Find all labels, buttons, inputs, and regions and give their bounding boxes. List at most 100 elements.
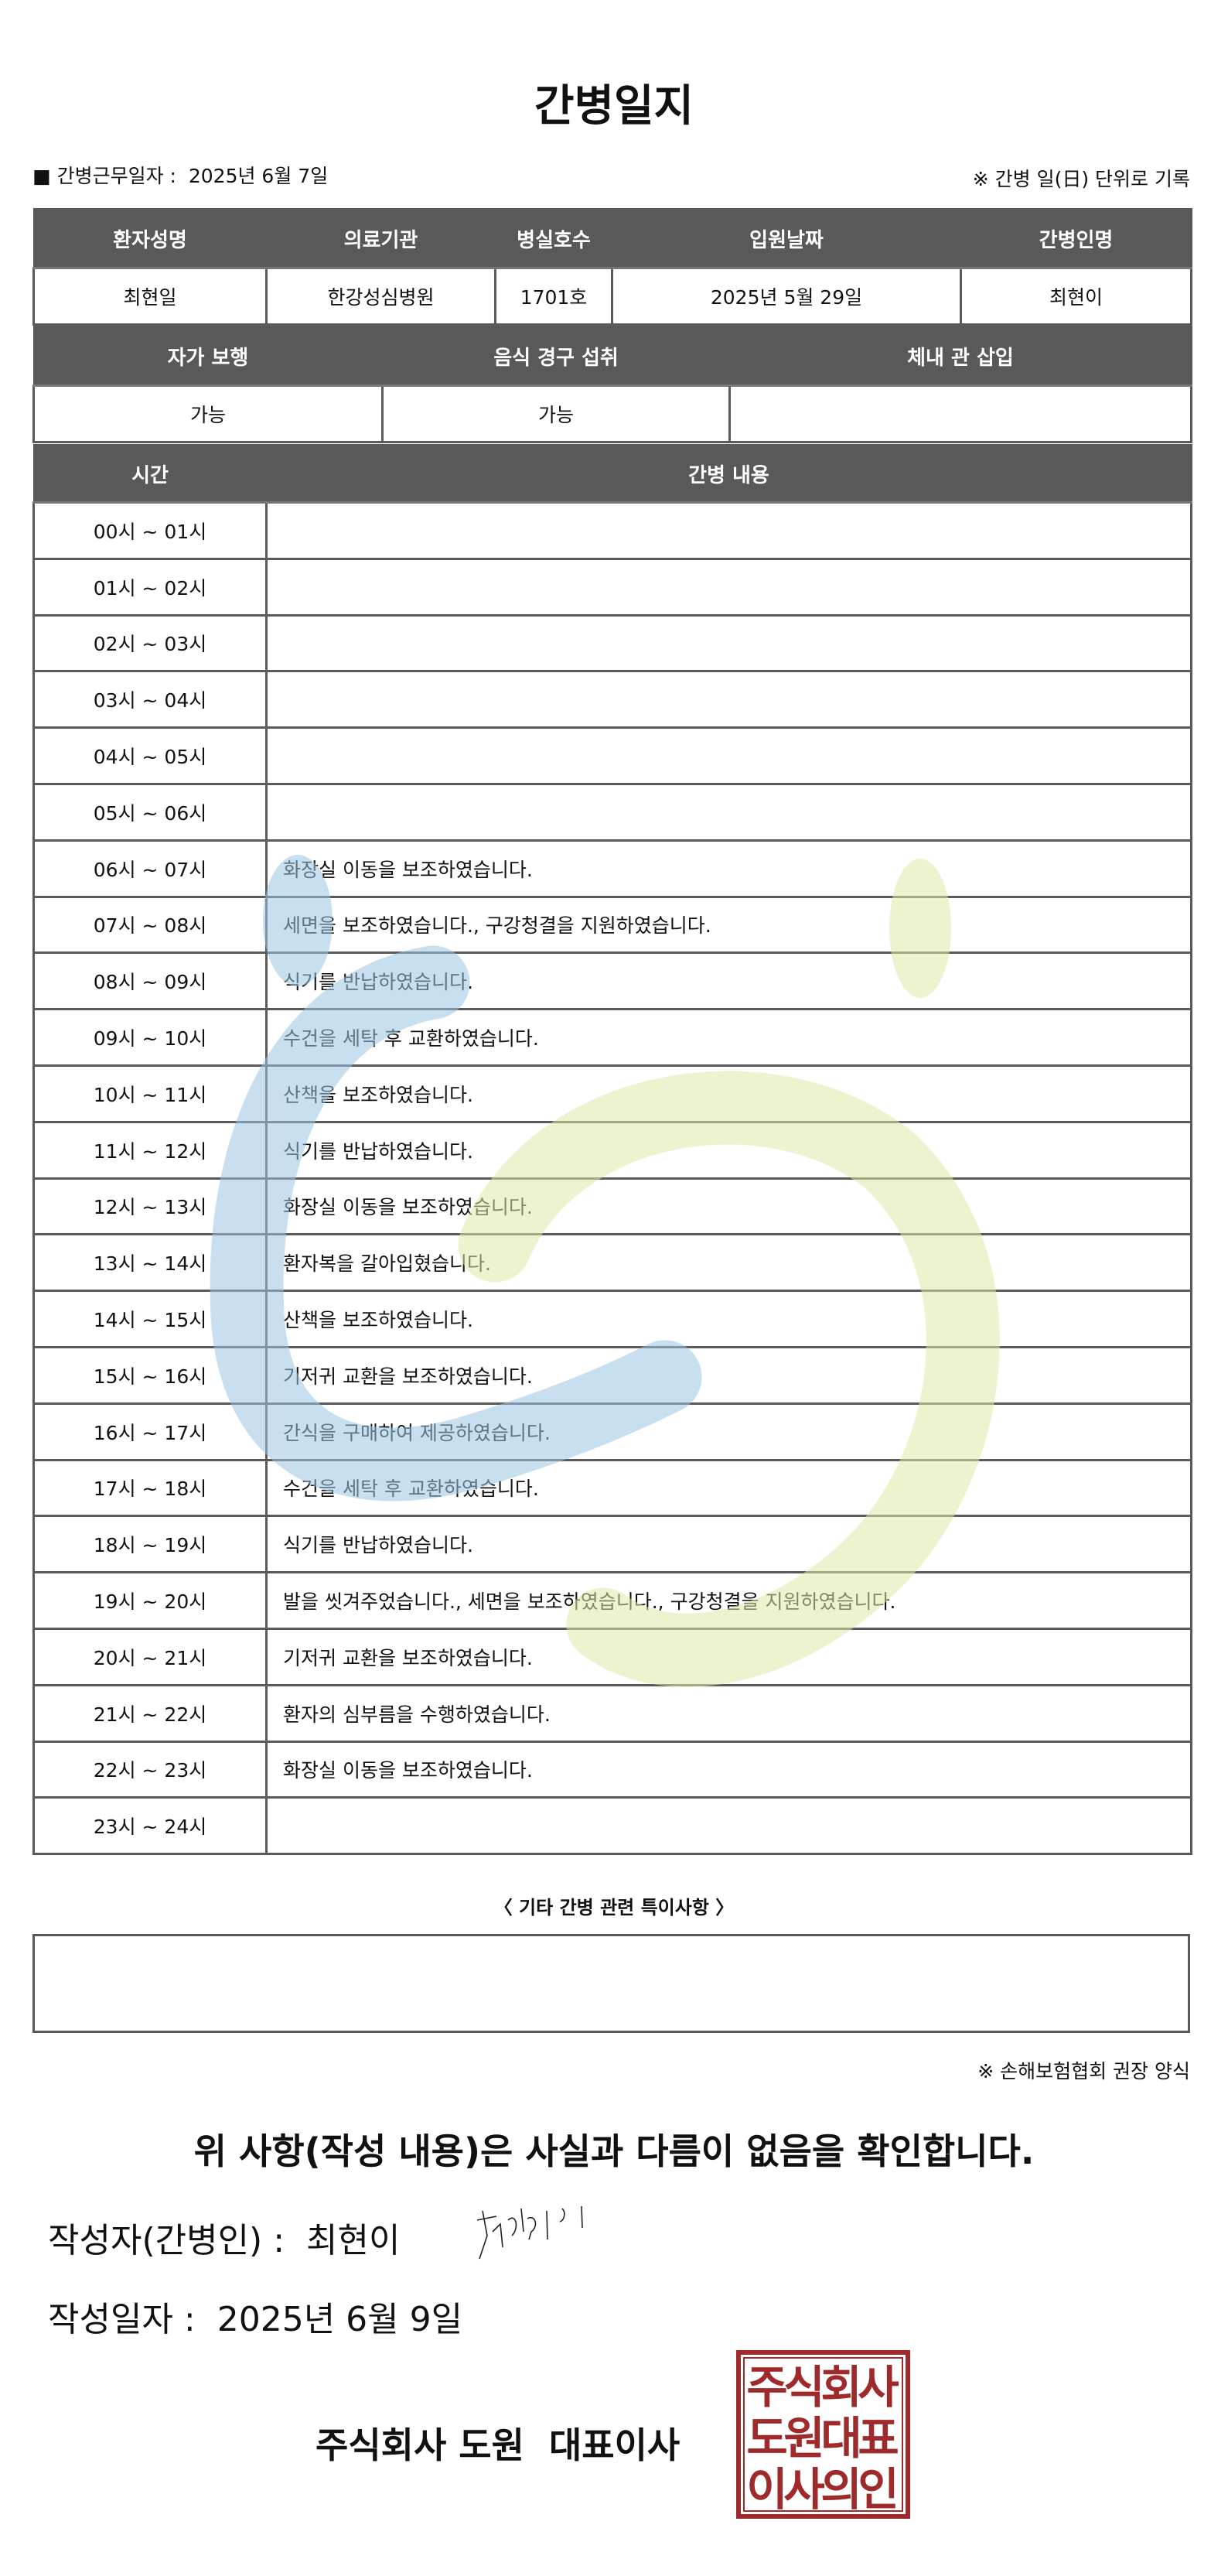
written-date-line: 작성일자 : 2025년 6월 9일 bbox=[48, 2291, 462, 2341]
log-time: 22시 ~ 23시 bbox=[32, 1740, 268, 1799]
log-row: 10시 ~ 11시 산책을 보조하였습니다. bbox=[32, 1064, 1192, 1123]
log-row: 12시 ~ 13시 화장실 이동을 보조하였습니다. bbox=[32, 1177, 1192, 1236]
log-content: 식기를 반납하였습니다. bbox=[265, 1120, 1192, 1180]
log-row: 15시 ~ 16시 기저귀 교환을 보조하였습니다. bbox=[32, 1345, 1192, 1405]
notes-box bbox=[32, 1934, 1190, 2033]
header-care-content: 간병 내용 bbox=[265, 444, 1192, 504]
seal-char: 의 bbox=[820, 2463, 861, 2516]
log-time: 09시 ~ 10시 bbox=[32, 1008, 268, 1067]
log-row: 14시 ~ 15시 산책을 보조하였습니다. bbox=[32, 1290, 1192, 1348]
log-time: 18시 ~ 19시 bbox=[32, 1515, 268, 1574]
writer-line: 작성자(간병인) : 최현이 bbox=[48, 2212, 400, 2262]
log-content: 식기를 반납하였습니다. bbox=[265, 1515, 1192, 1574]
log-row: 20시 ~ 21시 기저귀 교환을 보조하였습니다. bbox=[32, 1627, 1192, 1686]
log-content: 화장실 이동을 보조하였습니다. bbox=[265, 1177, 1192, 1236]
writer-label: 작성자(간병인) : bbox=[48, 2221, 285, 2260]
log-row: 06시 ~ 07시 화장실 이동을 보조하였습니다. bbox=[32, 839, 1192, 898]
seal-char: 도 bbox=[746, 2412, 787, 2465]
admission-date: 2025년 5월 29일 bbox=[611, 267, 962, 326]
header-time: 시간 bbox=[32, 444, 268, 504]
log-content bbox=[265, 782, 1192, 842]
work-date: ■ 간병근무일자 : 2025년 6월 7일 bbox=[32, 161, 328, 189]
log-content: 수건을 세탁 후 교환하였습니다. bbox=[265, 1008, 1192, 1067]
log-row: 16시 ~ 17시 간식을 구매하여 제공하였습니다. bbox=[32, 1402, 1192, 1461]
room-number: 1701호 bbox=[494, 267, 613, 326]
log-row: 08시 ~ 09시 식기를 반납하였습니다. bbox=[32, 951, 1192, 1011]
log-row: 05시 ~ 06시 bbox=[32, 782, 1192, 842]
care-log-table: 시간 간병 내용 00시 ~ 01시 01시 ~ 02시 02시 ~ 03시 03시 … bbox=[32, 444, 1192, 1856]
log-time: 08시 ~ 09시 bbox=[32, 951, 268, 1011]
log-time: 06시 ~ 07시 bbox=[32, 839, 268, 898]
log-row: 19시 ~ 20시 발을 씻겨주었습니다., 세면을 보조하였습니다., 구강청결… bbox=[32, 1571, 1192, 1630]
log-content: 발을 씻겨주었습니다., 세면을 보조하였습니다., 구강청결을 지원하였습니다… bbox=[265, 1571, 1192, 1630]
confirmation-statement: 위 사항(작성 내용)은 사실과 다름이 없음을 확인합니다. bbox=[193, 2130, 1035, 2172]
log-content: 간식을 구매하여 제공하였습니다. bbox=[265, 1402, 1192, 1461]
header-walking: 자가 보행 bbox=[32, 326, 384, 387]
log-content bbox=[265, 501, 1192, 560]
written-date-value: 2025년 6월 9일 bbox=[217, 2300, 463, 2339]
log-row: 21시 ~ 22시 환자의 심부름을 수행하였습니다. bbox=[32, 1683, 1192, 1743]
seal-char: 회 bbox=[820, 2361, 861, 2414]
header-oral-intake: 음식 경구 섭취 bbox=[381, 326, 731, 387]
caregiver-name: 최현이 bbox=[960, 267, 1192, 326]
log-time: 05시 ~ 06시 bbox=[32, 782, 268, 842]
log-row: 09시 ~ 10시 수건을 세탁 후 교환하였습니다. bbox=[32, 1008, 1192, 1067]
header-tube-insertion: 체내 관 삽입 bbox=[728, 326, 1192, 387]
hospital: 한강성심병원 bbox=[265, 267, 496, 326]
log-content bbox=[265, 670, 1192, 729]
header-patient-name: 환자성명 bbox=[32, 208, 268, 269]
tube-insertion-status bbox=[728, 384, 1192, 443]
log-time: 16시 ~ 17시 bbox=[32, 1402, 268, 1461]
seal-char: 원 bbox=[783, 2412, 824, 2465]
company-representative: 주식회사 도원 대표이사 bbox=[316, 2424, 681, 2466]
log-content bbox=[265, 557, 1192, 617]
log-content: 식기를 반납하였습니다. bbox=[265, 951, 1192, 1011]
seal-char: 이 bbox=[746, 2463, 787, 2516]
seal-char: 대 bbox=[820, 2412, 861, 2465]
log-row: 03시 ~ 04시 bbox=[32, 670, 1192, 729]
log-row: 13시 ~ 14시 환자복을 갈아입혔습니다. bbox=[32, 1233, 1192, 1293]
log-content bbox=[265, 613, 1192, 673]
log-content: 기저귀 교환을 보조하였습니다. bbox=[265, 1627, 1192, 1686]
log-row: 23시 ~ 24시 bbox=[32, 1796, 1192, 1856]
log-content bbox=[265, 1796, 1192, 1856]
log-row: 18시 ~ 19시 식기를 반납하였습니다. bbox=[32, 1515, 1192, 1574]
log-content: 수건을 세탁 후 교환하였습니다. bbox=[265, 1458, 1192, 1518]
log-content: 화장실 이동을 보조하였습니다. bbox=[265, 839, 1192, 898]
log-time: 00시 ~ 01시 bbox=[32, 501, 268, 560]
log-row: 22시 ~ 23시 화장실 이동을 보조하였습니다. bbox=[32, 1740, 1192, 1799]
log-content: 기저귀 교환을 보조하였습니다. bbox=[265, 1345, 1192, 1405]
seal-char: 주 bbox=[746, 2361, 787, 2414]
log-time: 01시 ~ 02시 bbox=[32, 557, 268, 617]
log-content bbox=[265, 726, 1192, 785]
written-date-label: 작성일자 : bbox=[48, 2300, 196, 2339]
header-hospital: 의료기관 bbox=[265, 208, 496, 269]
header-room: 병실호수 bbox=[494, 208, 613, 269]
log-time: 14시 ~ 15시 bbox=[32, 1290, 268, 1348]
header-caregiver-name: 간병인명 bbox=[960, 208, 1192, 269]
seal-char: 사 bbox=[858, 2361, 899, 2414]
seal-char: 인 bbox=[858, 2463, 899, 2516]
log-content: 산책을 보조하였습니다. bbox=[265, 1290, 1192, 1348]
log-time: 04시 ~ 05시 bbox=[32, 726, 268, 785]
log-time: 17시 ~ 18시 bbox=[32, 1458, 268, 1518]
log-time: 21시 ~ 22시 bbox=[32, 1683, 268, 1743]
log-time: 20시 ~ 21시 bbox=[32, 1627, 268, 1686]
log-time: 03시 ~ 04시 bbox=[32, 670, 268, 729]
log-content: 환자복을 갈아입혔습니다. bbox=[265, 1233, 1192, 1293]
patient-status-table: 자가 보행 음식 경구 섭취 체내 관 삽입 가능 가능 bbox=[32, 326, 1192, 443]
log-row: 01시 ~ 02시 bbox=[32, 557, 1192, 617]
log-content: 화장실 이동을 보조하였습니다. bbox=[265, 1740, 1192, 1799]
header-admission-date: 입원날짜 bbox=[611, 208, 962, 269]
log-time: 07시 ~ 08시 bbox=[32, 895, 268, 955]
log-row: 02시 ~ 03시 bbox=[32, 613, 1192, 673]
log-content: 세면을 보조하였습니다., 구강청결을 지원하였습니다. bbox=[265, 895, 1192, 955]
work-date-label: ■ 간병근무일자 : bbox=[32, 165, 176, 187]
page-title: 간병일지 bbox=[534, 81, 694, 132]
writer-name: 최현이 bbox=[306, 2221, 401, 2260]
notes-label: 〈 기타 간병 관련 특이사항 〉 bbox=[493, 1897, 735, 1918]
seal-char: 식 bbox=[783, 2361, 824, 2414]
log-time: 11시 ~ 12시 bbox=[32, 1120, 268, 1180]
log-content: 환자의 심부름을 수행하였습니다. bbox=[265, 1683, 1192, 1743]
